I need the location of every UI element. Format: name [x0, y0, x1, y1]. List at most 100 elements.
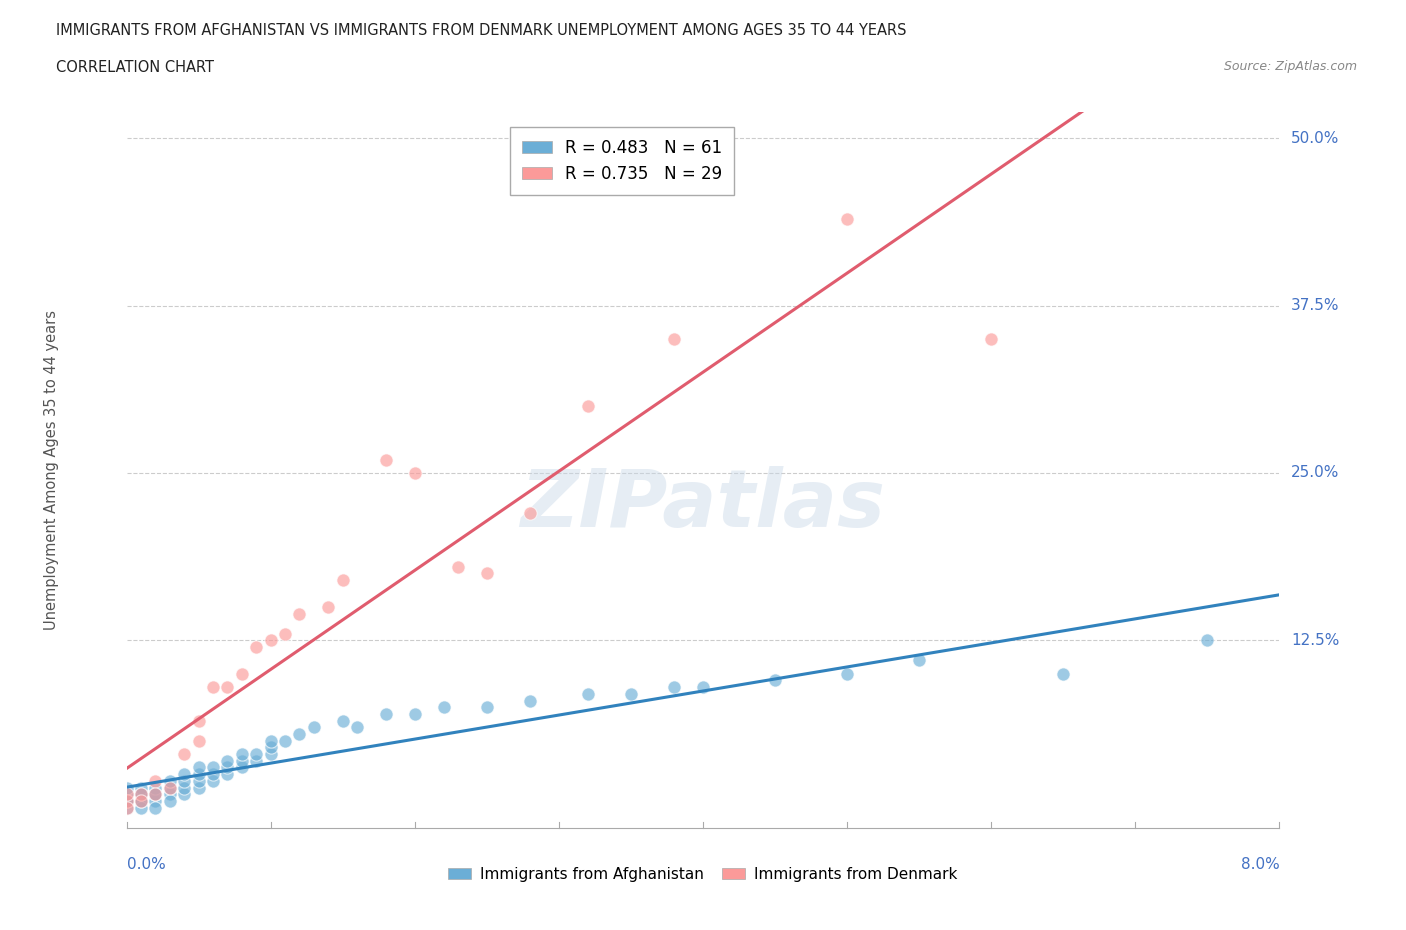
Point [245, 640, 267, 655]
Point [664, 332, 686, 347]
Point [231, 747, 253, 762]
Point [374, 452, 396, 467]
Point [433, 699, 456, 714]
Point [332, 573, 354, 588]
Point [519, 506, 541, 521]
Point [145, 787, 166, 802]
Point [145, 787, 166, 802]
Point [159, 780, 181, 795]
Point [159, 787, 181, 802]
Point [202, 680, 225, 695]
Point [259, 633, 281, 648]
Point [129, 787, 152, 802]
Text: 50.0%: 50.0% [1291, 131, 1340, 146]
Point [145, 774, 166, 789]
Point [145, 793, 166, 808]
Point [187, 713, 209, 728]
Point [274, 626, 297, 641]
Point [115, 793, 138, 808]
Point [259, 740, 281, 755]
Point [159, 793, 181, 808]
Point [115, 800, 138, 815]
Point [245, 747, 267, 762]
Point [187, 733, 209, 748]
Point [115, 787, 138, 802]
Point [129, 793, 152, 808]
Point [288, 726, 311, 741]
Text: Unemployment Among Ages 35 to 44 years: Unemployment Among Ages 35 to 44 years [44, 310, 59, 630]
Text: 12.5%: 12.5% [1291, 632, 1340, 648]
Text: ZIPatlas: ZIPatlas [520, 467, 886, 544]
Point [115, 793, 138, 808]
Point [187, 774, 209, 789]
Point [231, 760, 253, 775]
Point [475, 699, 498, 714]
Point [129, 793, 152, 808]
Point [115, 780, 138, 795]
Point [447, 559, 470, 574]
Point [692, 680, 714, 695]
Point [763, 673, 786, 688]
Point [115, 787, 138, 802]
Point [576, 686, 599, 701]
Point [129, 793, 152, 808]
Legend: Immigrants from Afghanistan, Immigrants from Denmark: Immigrants from Afghanistan, Immigrants … [441, 861, 965, 888]
Point [231, 753, 253, 768]
Point [115, 800, 138, 815]
Point [202, 766, 225, 781]
Text: 37.5%: 37.5% [1291, 299, 1340, 313]
Point [835, 666, 858, 681]
Point [217, 766, 239, 781]
Point [202, 774, 225, 789]
Point [475, 566, 498, 581]
Point [245, 753, 267, 768]
Point [129, 787, 152, 802]
Point [187, 760, 209, 775]
Point [129, 780, 152, 795]
Point [259, 733, 281, 748]
Point [115, 793, 138, 808]
Point [274, 733, 297, 748]
Point [145, 780, 166, 795]
Point [231, 666, 253, 681]
Point [288, 606, 311, 621]
Point [173, 774, 195, 789]
Point [217, 680, 239, 695]
Point [519, 693, 541, 708]
Point [908, 653, 931, 668]
Point [159, 774, 181, 789]
Point [302, 720, 325, 735]
Point [259, 747, 281, 762]
Point [159, 780, 181, 795]
Point [835, 211, 858, 226]
Point [346, 720, 368, 735]
Point [173, 747, 195, 762]
Point [316, 600, 339, 615]
Point [217, 760, 239, 775]
Point [187, 780, 209, 795]
Point [173, 766, 195, 781]
Point [620, 686, 643, 701]
Point [1197, 633, 1219, 648]
Point [374, 707, 396, 722]
Point [145, 800, 166, 815]
Point [202, 760, 225, 775]
Text: 0.0%: 0.0% [127, 857, 166, 872]
Point [1052, 666, 1074, 681]
Text: 25.0%: 25.0% [1291, 466, 1340, 481]
Point [129, 787, 152, 802]
Text: IMMIGRANTS FROM AFGHANISTAN VS IMMIGRANTS FROM DENMARK UNEMPLOYMENT AMONG AGES 3: IMMIGRANTS FROM AFGHANISTAN VS IMMIGRANT… [56, 23, 907, 38]
Text: 8.0%: 8.0% [1240, 857, 1279, 872]
Text: CORRELATION CHART: CORRELATION CHART [56, 60, 214, 75]
Point [404, 466, 426, 481]
Point [129, 800, 152, 815]
Point [145, 787, 166, 802]
Point [664, 680, 686, 695]
Point [980, 332, 1002, 347]
Point [217, 753, 239, 768]
Point [173, 787, 195, 802]
Point [332, 713, 354, 728]
Point [173, 780, 195, 795]
Point [187, 766, 209, 781]
Text: Source: ZipAtlas.com: Source: ZipAtlas.com [1223, 60, 1357, 73]
